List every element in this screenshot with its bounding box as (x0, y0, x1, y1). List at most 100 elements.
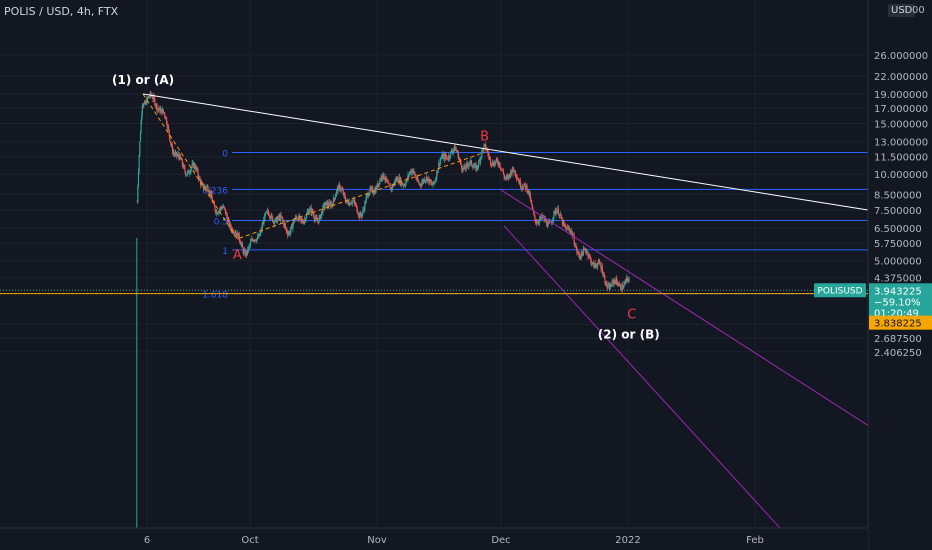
candle-body (434, 179, 437, 182)
candle-body (177, 154, 179, 157)
candle-body (385, 176, 387, 180)
candle-body (442, 155, 444, 159)
candle-body (483, 145, 485, 151)
time-tick-label: 2022 (615, 535, 640, 546)
candle-body (525, 185, 527, 189)
candle-body (531, 204, 533, 209)
candle-body (347, 200, 349, 203)
candle-body (560, 213, 562, 219)
candle-body (250, 240, 252, 242)
candle-body (156, 108, 159, 110)
candle-body (247, 249, 249, 252)
candle-body (576, 246, 578, 252)
candle-body (167, 126, 170, 131)
candle-body (141, 104, 144, 115)
candle-body (509, 174, 511, 177)
candle-body (228, 219, 230, 221)
wave-label: B (480, 129, 489, 144)
candle-body (419, 183, 422, 186)
fib-retracement[interactable]: 0 0.236 0.5 1 1.618 (202, 149, 868, 301)
price-axis[interactable]: 26.000000 22.000000 19.000000 17.000000 15.0… (867, 0, 932, 550)
candle-body (162, 109, 164, 114)
candle-body (479, 160, 481, 162)
price-tick-label: 13.000000 (874, 137, 928, 148)
candle-body (269, 215, 271, 218)
candle-body (203, 185, 206, 188)
candle-body (350, 203, 352, 205)
candle-body (546, 220, 548, 226)
candle-body (157, 108, 159, 110)
candle-body (150, 92, 152, 96)
candle-body (404, 184, 406, 186)
candle-body (334, 198, 336, 200)
candle-body (376, 183, 378, 190)
candle-body (309, 207, 312, 209)
candle-body (262, 224, 264, 226)
currency-label[interactable]: USD (888, 4, 916, 17)
candle-body (274, 218, 276, 222)
candle-body (316, 218, 318, 221)
candle-body (430, 182, 433, 185)
candle-body (394, 181, 396, 184)
candle-body (532, 208, 534, 211)
candle-body (211, 193, 213, 199)
candle-body (466, 163, 469, 165)
price-tick-label: 2.687500 (874, 334, 922, 345)
candle-body (300, 218, 302, 221)
wave-labels: (1) or (A) B A C (2) or (B) (112, 73, 660, 342)
candle-body (145, 101, 147, 104)
candle-body (141, 114, 143, 121)
candle-body (495, 158, 497, 162)
candle-body (183, 165, 185, 168)
symbol-title[interactable]: POLIS / USD, 4h, FTX (4, 5, 119, 18)
candle-body (357, 212, 359, 214)
candle-body (186, 174, 188, 176)
candle-body (413, 169, 415, 172)
candle-body (468, 163, 471, 165)
candle-body (249, 244, 251, 246)
price-tick-label: 2.406250 (874, 348, 922, 359)
candle-body (612, 280, 615, 284)
candle-body (244, 250, 246, 256)
candle-body (139, 141, 141, 156)
candle-body (171, 145, 173, 147)
candle-body (517, 178, 519, 181)
candle-body (578, 254, 581, 258)
candle-body (357, 213, 359, 216)
candle-body (215, 210, 217, 214)
candle-body (444, 154, 446, 160)
candle-body (183, 165, 185, 168)
candle-body (307, 211, 310, 214)
candle-body (624, 280, 626, 283)
candle-body (612, 280, 614, 282)
candle-body (576, 251, 579, 253)
candle-body (605, 281, 607, 286)
candle-body (297, 219, 299, 221)
time-tick-label: Feb (746, 535, 764, 546)
candle-body (179, 154, 181, 160)
candle-body (507, 176, 509, 179)
candle-body (193, 164, 195, 168)
candle-body (466, 163, 468, 165)
candle-body (280, 215, 282, 218)
candle-body (169, 135, 171, 142)
candle-body (219, 207, 221, 210)
drawings[interactable] (142, 93, 869, 529)
candle-body (281, 217, 283, 218)
settings-menu-icon[interactable]: 00 (912, 5, 925, 16)
candle-body (628, 278, 630, 281)
candle-body (285, 228, 287, 231)
candle-body (561, 218, 563, 220)
candle-body (194, 164, 196, 168)
candle-body (137, 171, 140, 186)
candle-body (155, 103, 157, 106)
candle-body (298, 215, 300, 221)
candle-body (359, 212, 361, 218)
candle-body (345, 201, 348, 203)
time-axis[interactable]: 6 Oct Nov Dec 2022 Feb (0, 527, 868, 550)
candle-countdown: 01:20:49 (874, 308, 919, 319)
candle-body (465, 164, 467, 170)
candle-body (514, 170, 516, 173)
candle-body (217, 213, 219, 214)
